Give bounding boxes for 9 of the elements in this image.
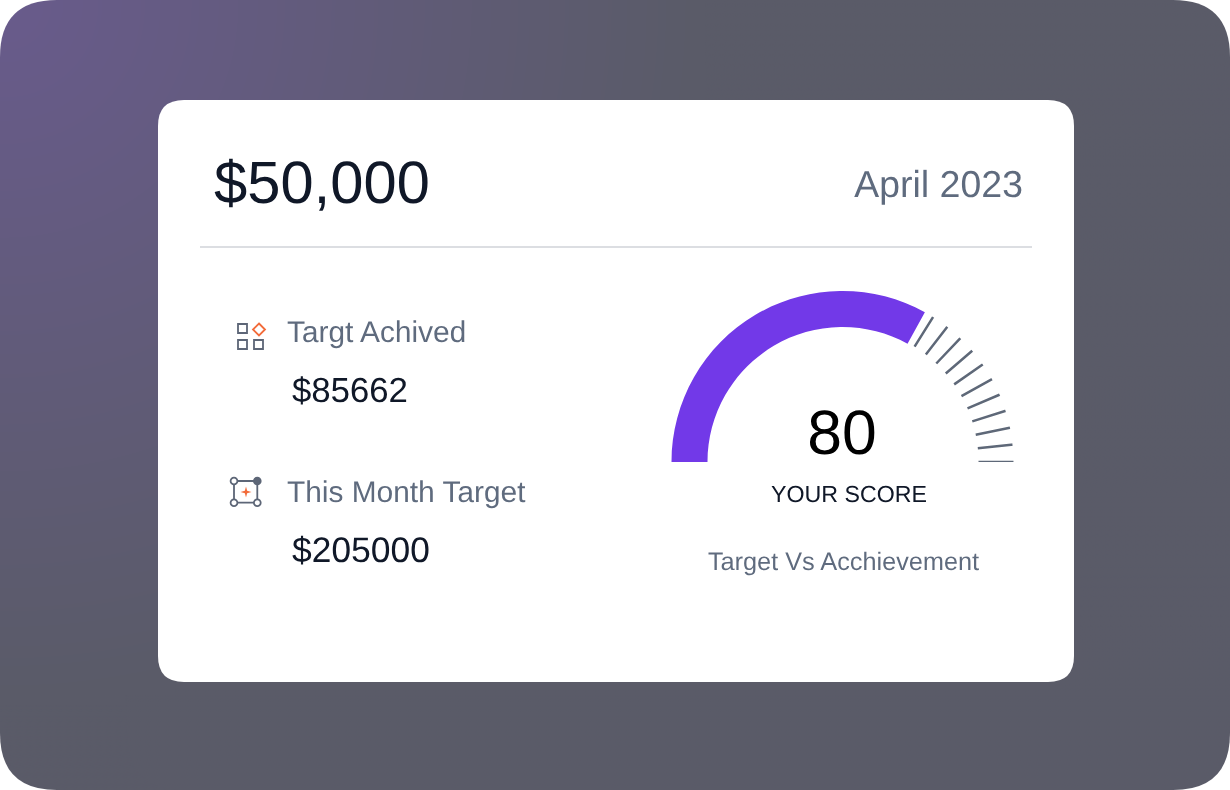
chart-title: $50,000 xyxy=(214,158,428,211)
text: 80 xyxy=(809,410,875,455)
text: Target Vs Acchievement xyxy=(708,551,979,576)
text: This Month Target xyxy=(287,480,526,509)
text: $85662 xyxy=(292,376,407,405)
text: Targt Achived xyxy=(287,320,465,349)
chart-subtitle: April 2023 xyxy=(854,169,1022,205)
text: YOUR SCORE xyxy=(771,485,926,503)
text: $205000 xyxy=(292,535,429,565)
